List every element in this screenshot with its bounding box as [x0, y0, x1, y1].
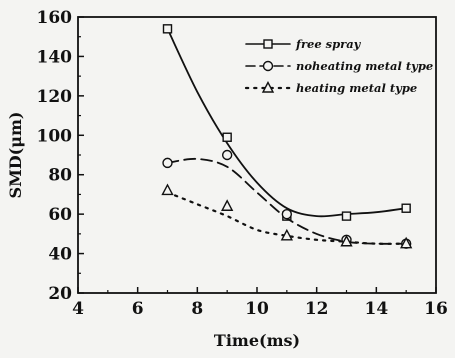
legend-label-free-spray: free spray: [295, 37, 362, 51]
data-point-heating-metal-type: [400, 236, 413, 249]
y-tick-label: 60: [48, 205, 72, 225]
y-tick-label: 100: [37, 126, 73, 146]
y-tick-label: 160: [37, 8, 73, 28]
y-axis-title: SMD(μm): [6, 112, 25, 199]
data-point-free-spray: [222, 132, 232, 142]
x-tick-label: 4: [72, 299, 84, 319]
y-tick-label: 140: [37, 47, 73, 67]
series-line-heating-metal-type: [166, 191, 408, 245]
data-point-noheating-metal-type: [221, 149, 233, 161]
data-point-heating-metal-type: [280, 228, 293, 241]
y-tick-label: 120: [37, 87, 73, 107]
data-point-noheating-metal-type: [162, 157, 173, 169]
data-point-heating-metal-type: [340, 234, 353, 247]
data-point-free-spray: [341, 211, 352, 221]
x-tick-label: 6: [132, 299, 144, 319]
x-tick-label: 8: [191, 299, 203, 319]
x-tick-label: 16: [424, 299, 448, 319]
x-axis-title: Time(ms): [214, 331, 300, 350]
series-line-free-spray: [166, 27, 408, 218]
y-tick-label: 40: [48, 245, 72, 265]
x-tick-label: 10: [245, 299, 269, 319]
y-tick-label: 20: [48, 284, 72, 304]
legend-marker-free-spray: [263, 39, 273, 49]
legend-label-heating-metal-type: heating metal type: [296, 81, 417, 95]
data-point-free-spray: [401, 203, 411, 213]
legend-marker-heating-metal-type: [261, 80, 275, 93]
data-point-free-spray: [162, 24, 173, 34]
data-point-heating-metal-type: [161, 183, 174, 196]
x-tick-label: 14: [364, 299, 388, 319]
y-tick-label: 80: [48, 166, 72, 186]
data-point-noheating-metal-type: [281, 208, 293, 220]
x-tick-label: 12: [305, 299, 329, 319]
legend-label-noheating-metal-type: noheating metal type: [296, 59, 433, 73]
legend-marker-noheating-metal-type: [262, 60, 274, 72]
data-point-heating-metal-type: [221, 199, 234, 211]
